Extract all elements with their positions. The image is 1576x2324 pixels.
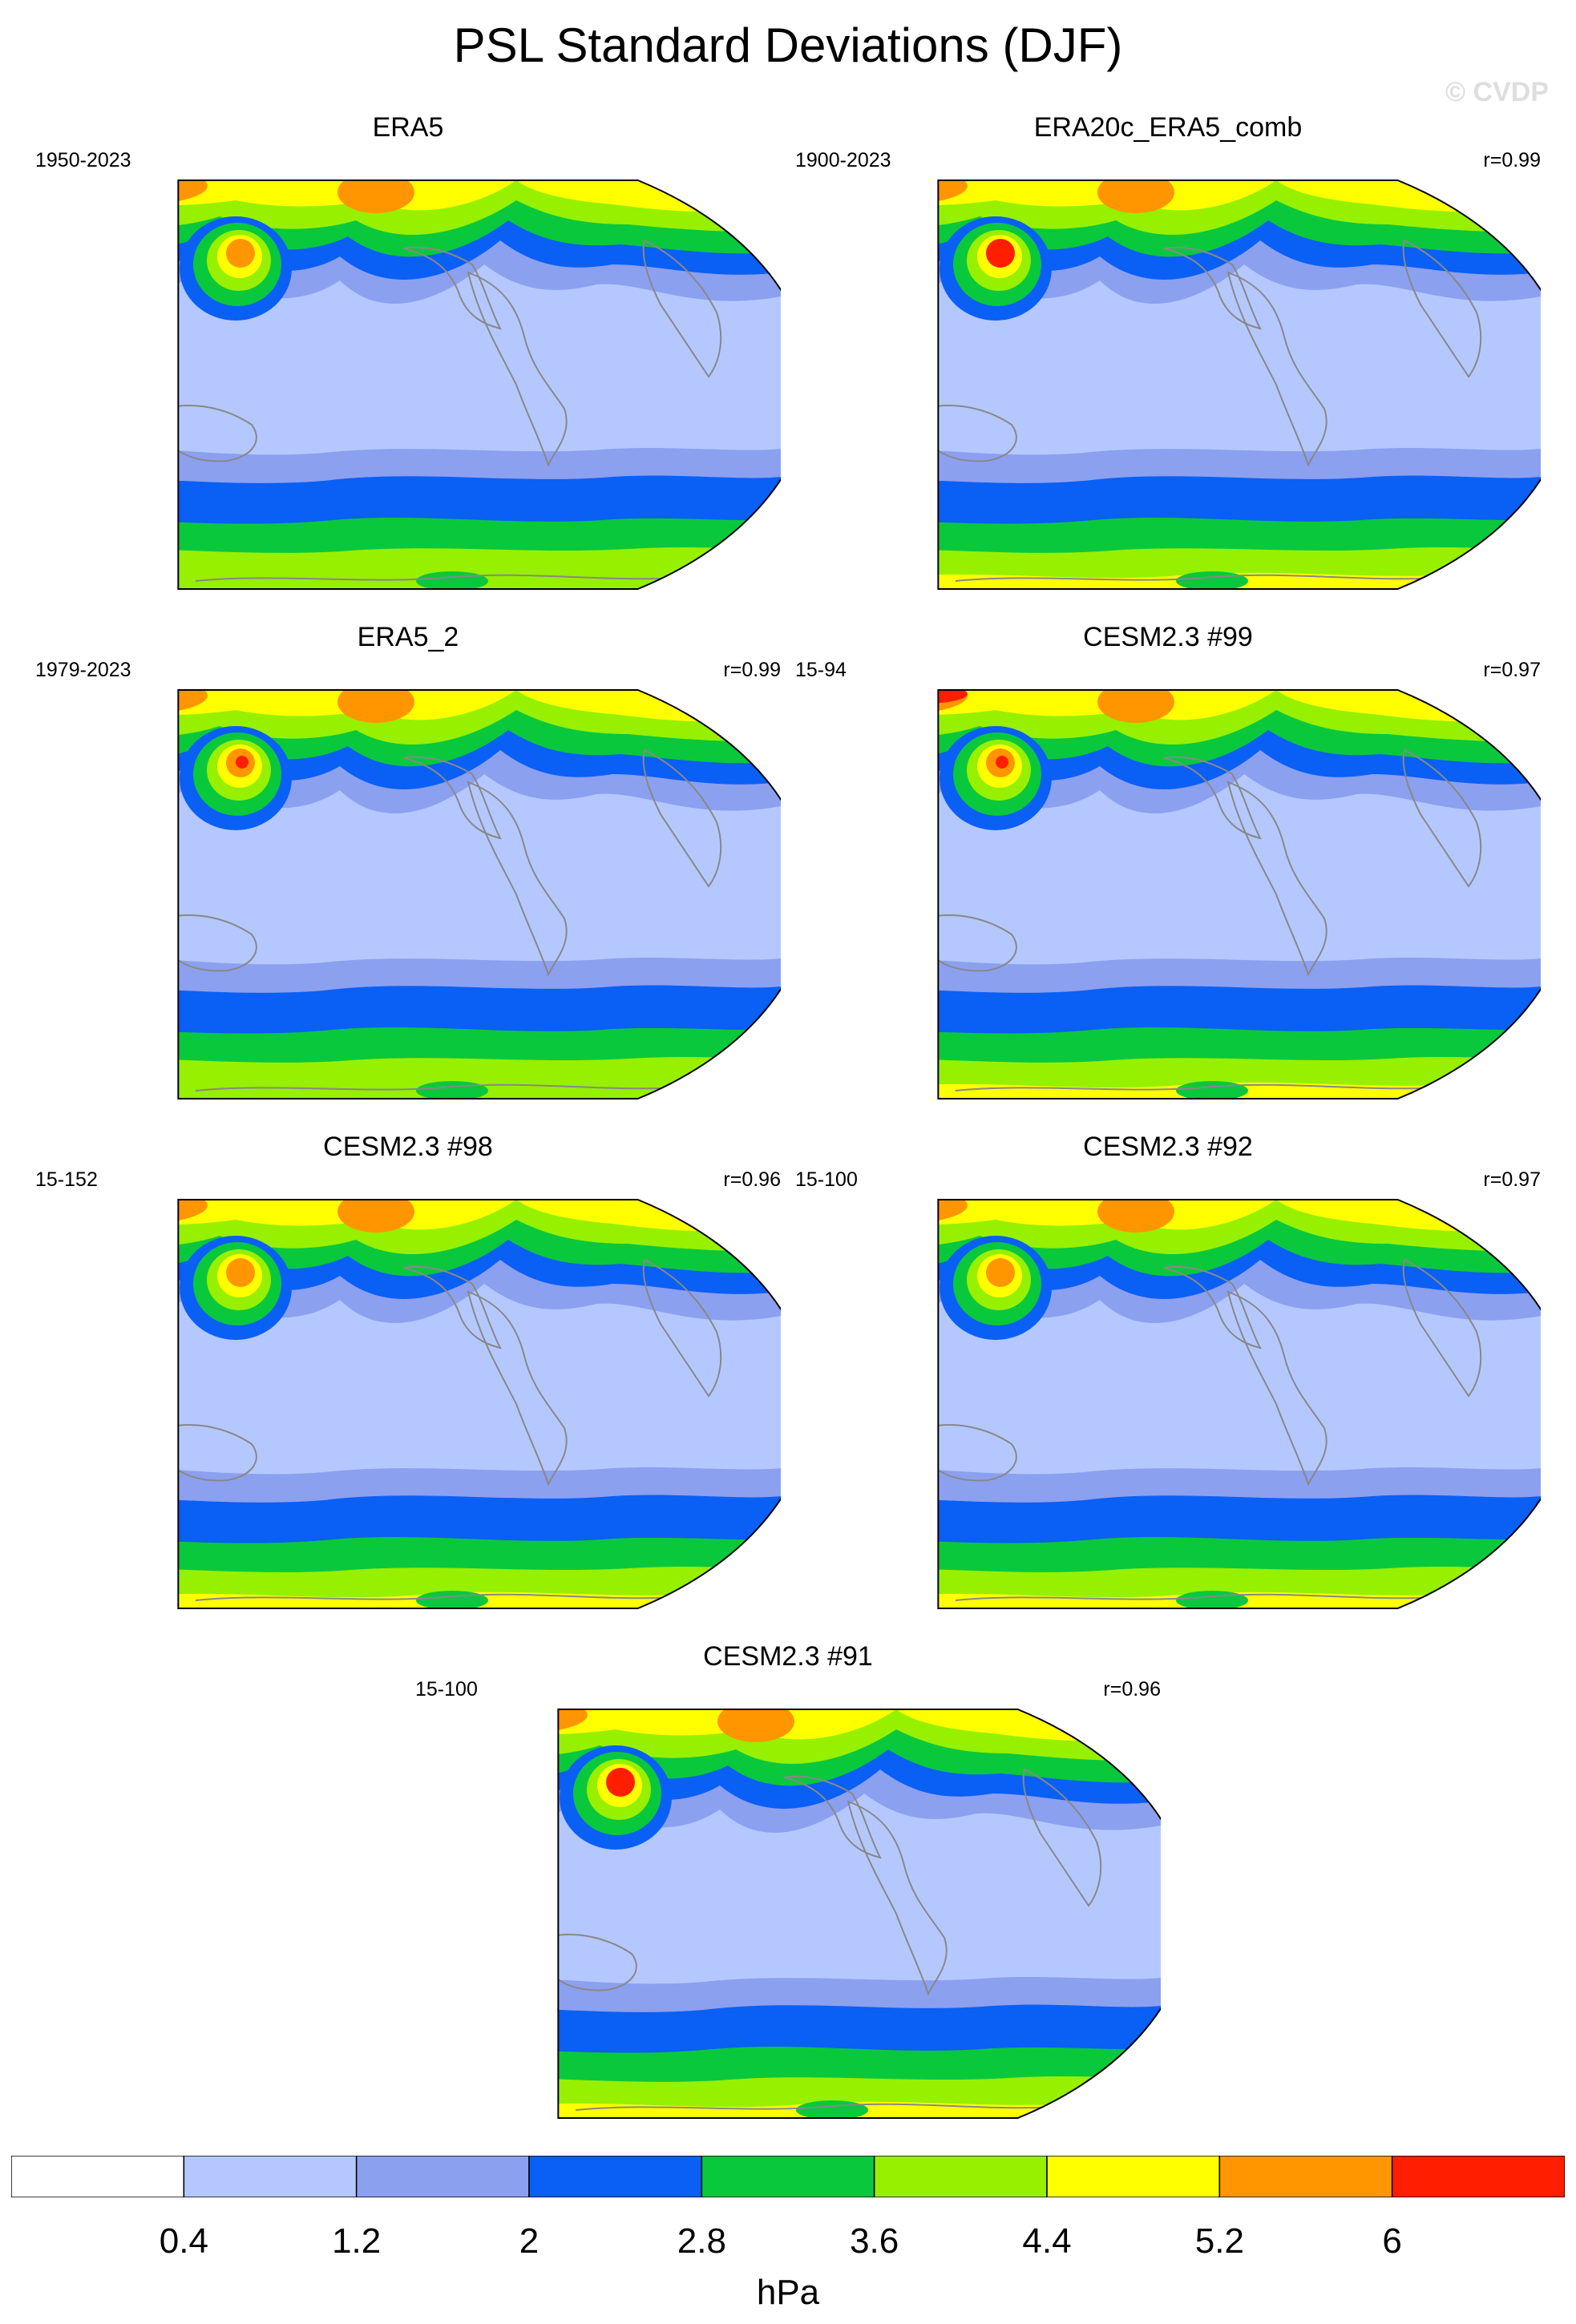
panel-title: CESM2.3 #99 xyxy=(1083,622,1253,652)
colorbar-tick-label: 5.2 xyxy=(1194,2221,1244,2261)
psl-map xyxy=(937,180,1541,590)
panel-period: 1950-2023 xyxy=(35,149,131,171)
panel-period: 15-152 xyxy=(35,1168,98,1191)
panel-period: 15-100 xyxy=(795,1168,858,1191)
panel-correlation: r=0.96 xyxy=(723,1168,781,1191)
colorbar-tick-label: 0.4 xyxy=(159,2221,208,2261)
figure-title: PSL Standard Deviations (DJF) xyxy=(453,18,1123,72)
colorbar-swatch xyxy=(1046,2156,1221,2197)
panel-period: 15-100 xyxy=(415,1678,478,1701)
colorbar-swatch xyxy=(355,2156,530,2197)
colorbar-tick-labels: 0.4 1.2 2 2.8 3.6 4.4 5.2 6 xyxy=(0,2221,1576,2270)
psl-map xyxy=(557,1709,1161,2119)
colorbar-tick-label: 2.8 xyxy=(677,2221,726,2261)
colorbar-tick-label: 6 xyxy=(1382,2221,1402,2261)
psl-map xyxy=(177,1199,781,1609)
map-panel-era5-2: ERA5_2 1979-2023 r=0.99 xyxy=(35,622,781,1135)
panel-period: 1900-2023 xyxy=(795,149,891,171)
colorbar-tick-label: 3.6 xyxy=(850,2221,899,2261)
panel-period: 1979-2023 xyxy=(35,659,131,681)
map-panel-cesm23-92: CESM2.3 #92 15-100 r=0.97 xyxy=(795,1132,1541,1644)
map-panel-era5: ERA5 1950-2023 xyxy=(35,112,781,625)
cvdp-watermark: © CVDP xyxy=(1445,77,1549,107)
colorbar-units: hPa xyxy=(756,2273,820,2312)
panel-correlation: r=0.99 xyxy=(1483,149,1541,171)
panel-title: ERA5 xyxy=(372,112,444,143)
colorbar xyxy=(11,2156,1565,2197)
panel-title: ERA20c_ERA5_comb xyxy=(1033,112,1303,143)
map-panel-era20c-era5-comb: ERA20c_ERA5_comb 1900-2023 r=0.99 xyxy=(795,112,1541,625)
panel-title: CESM2.3 #98 xyxy=(323,1132,493,1162)
map-panel-cesm23-99: CESM2.3 #99 15-94 r=0.97 xyxy=(795,622,1541,1135)
colorbar-swatch xyxy=(183,2156,358,2197)
colorbar-swatch xyxy=(528,2156,703,2197)
map-panel-cesm23-91: CESM2.3 #91 15-100 r=0.96 xyxy=(415,1641,1161,2154)
panel-correlation: r=0.97 xyxy=(1483,1168,1541,1191)
psl-map xyxy=(937,1199,1541,1609)
colorbar-tick-label: 1.2 xyxy=(332,2221,382,2261)
colorbar-swatch xyxy=(11,2156,185,2197)
panel-correlation: r=0.97 xyxy=(1483,659,1541,681)
panel-title: CESM2.3 #92 xyxy=(1083,1132,1253,1162)
panel-title: ERA5_2 xyxy=(357,622,459,652)
colorbar-swatch xyxy=(1218,2156,1393,2197)
psl-map xyxy=(177,180,781,590)
colorbar-swatch xyxy=(1391,2156,1565,2197)
colorbar-tick-label: 4.4 xyxy=(1022,2221,1072,2261)
panel-title: CESM2.3 #91 xyxy=(703,1641,873,1672)
colorbar-swatch xyxy=(701,2156,875,2197)
panel-period: 15-94 xyxy=(795,659,847,681)
colorbar-tick-label: 2 xyxy=(519,2221,539,2261)
psl-map xyxy=(177,689,781,1099)
map-panel-cesm23-98: CESM2.3 #98 15-152 r=0.96 xyxy=(35,1132,781,1644)
psl-map xyxy=(937,689,1541,1099)
panel-correlation: r=0.96 xyxy=(1103,1678,1161,1701)
colorbar-swatch xyxy=(873,2156,1048,2197)
panel-correlation: r=0.99 xyxy=(723,659,781,681)
